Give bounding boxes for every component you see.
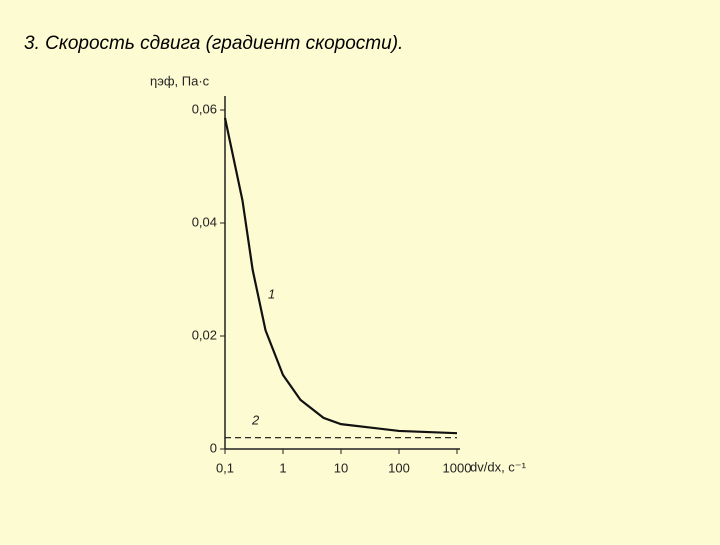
series-line	[223, 117, 458, 435]
series-label: 1	[268, 286, 275, 301]
x-tick-label: 1000	[443, 460, 472, 475]
slide-title: 3. Скорость сдвига (градиент скорости).	[24, 33, 403, 54]
y-tick-label: 0,02	[192, 327, 217, 342]
x-tick-label: 10	[334, 460, 348, 475]
x-tick-label: 1	[279, 460, 286, 475]
x-tick-label: 100	[388, 460, 410, 475]
y-tick-label: 0	[210, 440, 217, 455]
y-axis-label: ηэф, Па·с	[150, 73, 210, 88]
x-tick-label: 0,1	[216, 460, 234, 475]
series-label: 2	[251, 412, 260, 427]
x-axis-label: dv/dx, с⁻¹	[470, 459, 527, 474]
y-tick-label: 0,04	[192, 214, 217, 229]
y-tick-label: 0,06	[192, 101, 217, 116]
